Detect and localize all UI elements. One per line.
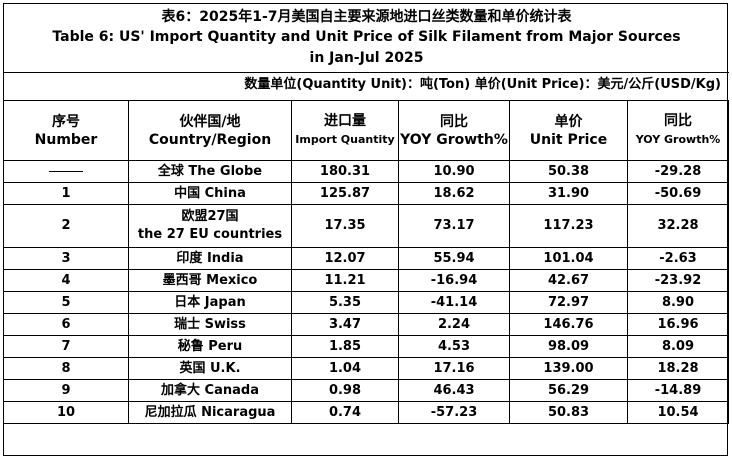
unit-note: 数量单位(Quantity Unit)：吨(Ton) 单价(Unit Price… (244, 77, 721, 92)
table-title-en: Table 6: US' Import Quantity and Unit Pr… (52, 29, 681, 45)
cell-country: 欧盟27国 the 27 EU countries (128, 204, 292, 248)
cell-unit-price: 31.90 (509, 182, 628, 205)
cell-country: 英国 U.K. (128, 357, 292, 380)
cell-unit-price: 139.00 (509, 357, 628, 380)
header-number: 序号 Number (3, 100, 129, 161)
cell-unit-price: 56.29 (509, 379, 628, 402)
cell-import-quantity: 180.31 (291, 160, 399, 183)
cell-unit-price: 146.76 (509, 313, 628, 336)
cell-country: 秘鲁 Peru (128, 335, 292, 358)
cell-quantity-yoy: 17.16 (398, 357, 510, 380)
data-table: 序号 Number 伙伴国/地 Country/Region 进口量 Import Q… (3, 100, 729, 424)
cell-number: 1 (3, 182, 129, 205)
table-row: 9 加拿大 Canada 0.98 46.43 56.29 -14.89 (3, 379, 729, 402)
table-row: 3 印度 India 12.07 55.94 101.04 -2.63 (3, 247, 729, 270)
cell-price-yoy: 8.90 (627, 291, 729, 314)
cell-price-yoy: 18.28 (627, 357, 729, 380)
table-row: 4 墨西哥 Mexico 11.21 -16.94 42.67 -23.92 (3, 269, 729, 292)
table-row: 2 欧盟27国 the 27 EU countries 17.35 73.17 117.2… (3, 204, 729, 248)
cell-quantity-yoy: 73.17 (398, 204, 510, 248)
cell-price-yoy: -50.69 (627, 182, 729, 205)
cell-country: 中国 China (128, 182, 292, 205)
cell-unit-price: 117.23 (509, 204, 628, 248)
header-import-quantity: 进口量 Import Quantity (291, 100, 399, 161)
cell-quantity-yoy: 18.62 (398, 182, 510, 205)
cell-price-yoy: -29.28 (627, 160, 729, 183)
cell-number: 4 (3, 269, 129, 292)
header-unit-price: 单价 Unit Price (509, 100, 628, 161)
table-row: 全球 The Globe 180.31 10.90 50.38 -29.28 (3, 160, 729, 183)
cell-number (3, 160, 129, 183)
cell-number: 6 (3, 313, 129, 336)
cell-number: 3 (3, 247, 129, 270)
cell-number: 10 (3, 401, 129, 424)
title-divider (4, 72, 729, 73)
table-row: 10 尼加拉瓜 Nicaragua 0.74 -57.23 50.83 10.54 (3, 401, 729, 424)
cell-price-yoy: 16.96 (627, 313, 729, 336)
country-name-cn: 欧盟27国 (181, 209, 239, 224)
table-row: 6 瑞士 Swiss 3.47 2.24 146.76 16.96 (3, 313, 729, 336)
country-name-en: the 27 EU countries (137, 227, 283, 242)
cell-number: 5 (3, 291, 129, 314)
dash-placeholder (49, 170, 83, 172)
cell-number: 9 (3, 379, 129, 402)
table-body: 全球 The Globe 180.31 10.90 50.38 -29.28 1 中国 Ch… (3, 160, 729, 424)
table-row: 8 英国 U.K. 1.04 17.16 139.00 18.28 (3, 357, 729, 380)
table-row: 7 秘鲁 Peru 1.85 4.53 98.09 8.09 (3, 335, 729, 358)
cell-number: 2 (3, 204, 129, 248)
cell-import-quantity: 5.35 (291, 291, 399, 314)
cell-quantity-yoy: 10.90 (398, 160, 510, 183)
table-frame: 表6：2025年1-7月美国自主要来源地进口丝类数量和单价统计表 Table 6… (3, 3, 729, 456)
cell-unit-price: 98.09 (509, 335, 628, 358)
cell-import-quantity: 1.85 (291, 335, 399, 358)
cell-unit-price: 50.83 (509, 401, 628, 424)
cell-country: 日本 Japan (128, 291, 292, 314)
cell-quantity-yoy: 46.43 (398, 379, 510, 402)
cell-quantity-yoy: 4.53 (398, 335, 510, 358)
cell-unit-price: 72.97 (509, 291, 628, 314)
table-title-cn: 表6：2025年1-7月美国自主要来源地进口丝类数量和单价统计表 (161, 9, 572, 25)
cell-number: 8 (3, 357, 129, 380)
cell-number: 7 (3, 335, 129, 358)
cell-country: 尼加拉瓜 Nicaragua (128, 401, 292, 424)
cell-quantity-yoy: -57.23 (398, 401, 510, 424)
cell-import-quantity: 1.04 (291, 357, 399, 380)
header-row: 序号 Number 伙伴国/地 Country/Region 进口量 Import Q… (3, 100, 729, 161)
cell-quantity-yoy: -16.94 (398, 269, 510, 292)
cell-price-yoy: 10.54 (627, 401, 729, 424)
cell-import-quantity: 0.74 (291, 401, 399, 424)
cell-import-quantity: 125.87 (291, 182, 399, 205)
cell-price-yoy: -14.89 (627, 379, 729, 402)
header-price-yoy: 同比 YOY Growth% (627, 100, 729, 161)
table-title-en-period: in Jan-Jul 2025 (309, 50, 424, 66)
cell-country: 加拿大 Canada (128, 379, 292, 402)
cell-import-quantity: 17.35 (291, 204, 399, 248)
table-row: 1 中国 China 125.87 18.62 31.90 -50.69 (3, 182, 729, 205)
cell-country: 全球 The Globe (128, 160, 292, 183)
header-quantity-yoy: 同比 YOY Growth% (398, 100, 510, 161)
cell-import-quantity: 0.98 (291, 379, 399, 402)
cell-price-yoy: 32.28 (627, 204, 729, 248)
cell-import-quantity: 3.47 (291, 313, 399, 336)
cell-country: 印度 India (128, 247, 292, 270)
cell-price-yoy: -2.63 (627, 247, 729, 270)
cell-price-yoy: -23.92 (627, 269, 729, 292)
cell-country: 墨西哥 Mexico (128, 269, 292, 292)
table-row: 5 日本 Japan 5.35 -41.14 72.97 8.90 (3, 291, 729, 314)
cell-unit-price: 101.04 (509, 247, 628, 270)
cell-quantity-yoy: 2.24 (398, 313, 510, 336)
header-country: 伙伴国/地 Country/Region (128, 100, 292, 161)
cell-unit-price: 50.38 (509, 160, 628, 183)
cell-unit-price: 42.67 (509, 269, 628, 292)
cell-quantity-yoy: -41.14 (398, 291, 510, 314)
cell-quantity-yoy: 55.94 (398, 247, 510, 270)
cell-price-yoy: 8.09 (627, 335, 729, 358)
cell-import-quantity: 12.07 (291, 247, 399, 270)
cell-import-quantity: 11.21 (291, 269, 399, 292)
cell-country: 瑞士 Swiss (128, 313, 292, 336)
